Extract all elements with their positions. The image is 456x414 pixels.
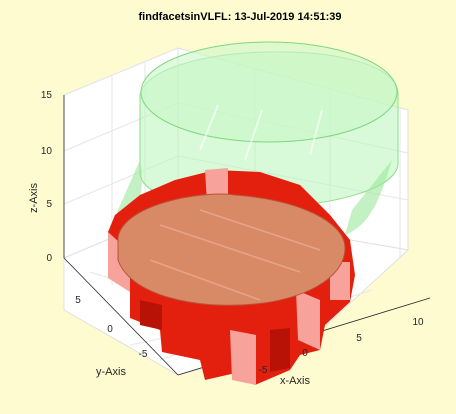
z-tick-label: 10 [41,146,53,157]
x-tick-labels: -5 0 5 10 [259,317,424,376]
cylinder-surface [110,41,399,240]
z-tick-labels: 0 5 10 15 [41,90,53,264]
y-tick-label: 0 [107,324,113,335]
chart-title: findfacetsinVLFL: 13-Jul-2019 14:51:39 [139,11,342,23]
z-tick-label: 5 [46,199,52,210]
y-tick-label: -5 [139,349,148,360]
z-tick-label: 0 [46,253,52,264]
x-tick-label: 10 [412,317,424,328]
gear-body [108,168,355,385]
x-tick-label: 0 [302,348,308,359]
x-axis-label: x-Axis [280,375,310,387]
y-tick-label: 5 [75,295,81,306]
z-tick-label: 15 [41,90,53,101]
x-tick-label: 5 [356,333,362,344]
z-axis-label: z-Axis [28,183,40,213]
y-tick-labels: 5 0 -5 [75,295,148,360]
x-tick-label: -5 [259,365,268,376]
y-axis-label: y-Axis [96,366,126,378]
